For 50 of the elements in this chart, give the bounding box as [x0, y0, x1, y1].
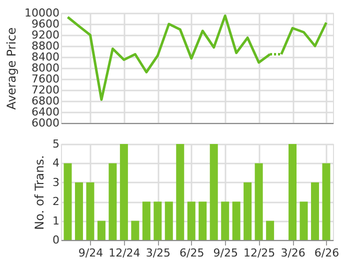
bar [244, 182, 252, 240]
y-tick-label: 7600 [32, 72, 60, 86]
bar [198, 202, 207, 240]
y-tick-label: 6800 [32, 94, 60, 108]
bar [120, 144, 128, 240]
bar [64, 163, 72, 240]
y-tick-label: 8400 [32, 50, 60, 64]
y-tick-label: 6000 [32, 116, 60, 130]
bar [154, 202, 162, 240]
bar [300, 202, 308, 240]
bar [108, 163, 117, 240]
bar [164, 202, 173, 240]
bar [311, 182, 320, 240]
y-tick-label: 10000 [24, 6, 60, 20]
bar [254, 163, 263, 240]
bar [131, 220, 140, 240]
y-tick-label: 9200 [32, 28, 60, 42]
bar [322, 163, 330, 240]
y-tick-label: 3 [52, 176, 60, 189]
y-axis-title: No. of Trans. [32, 155, 46, 230]
y-tick-label: 8800 [32, 40, 60, 52]
bar [74, 182, 83, 240]
bar [97, 220, 106, 240]
bar [232, 202, 240, 240]
y-tick-label: 4 [52, 156, 60, 170]
x-tick-label: 3/25 [146, 246, 171, 260]
bar [288, 144, 297, 240]
x-tick-label: 12/24 [108, 246, 140, 260]
y-tick-label: 6400 [32, 106, 60, 118]
y-tick-label: 0 [52, 234, 60, 246]
bar [176, 144, 184, 240]
y-tick-label: 8000 [32, 62, 60, 74]
bar [210, 144, 218, 240]
x-tick-label: 9/25 [213, 246, 238, 260]
x-tick-label: 3/26 [280, 246, 306, 260]
y-tick-label: 9600 [32, 18, 60, 30]
x-tick-label: 6/25 [180, 246, 204, 260]
y-tick-label: 1 [52, 214, 60, 228]
y-axis-title: Average Price [4, 27, 19, 110]
y-tick-label: 5 [52, 138, 60, 150]
y-tick-label: 7200 [32, 84, 60, 96]
x-tick-label: 12/25 [243, 246, 276, 260]
x-tick-label: 6/26 [314, 246, 340, 260]
bar [266, 220, 274, 240]
bar [86, 182, 94, 240]
bar [142, 202, 150, 240]
x-tick-label: 9/24 [78, 246, 104, 260]
bar [187, 202, 196, 240]
y-tick-label: 2 [52, 195, 60, 208]
bar [221, 202, 230, 240]
